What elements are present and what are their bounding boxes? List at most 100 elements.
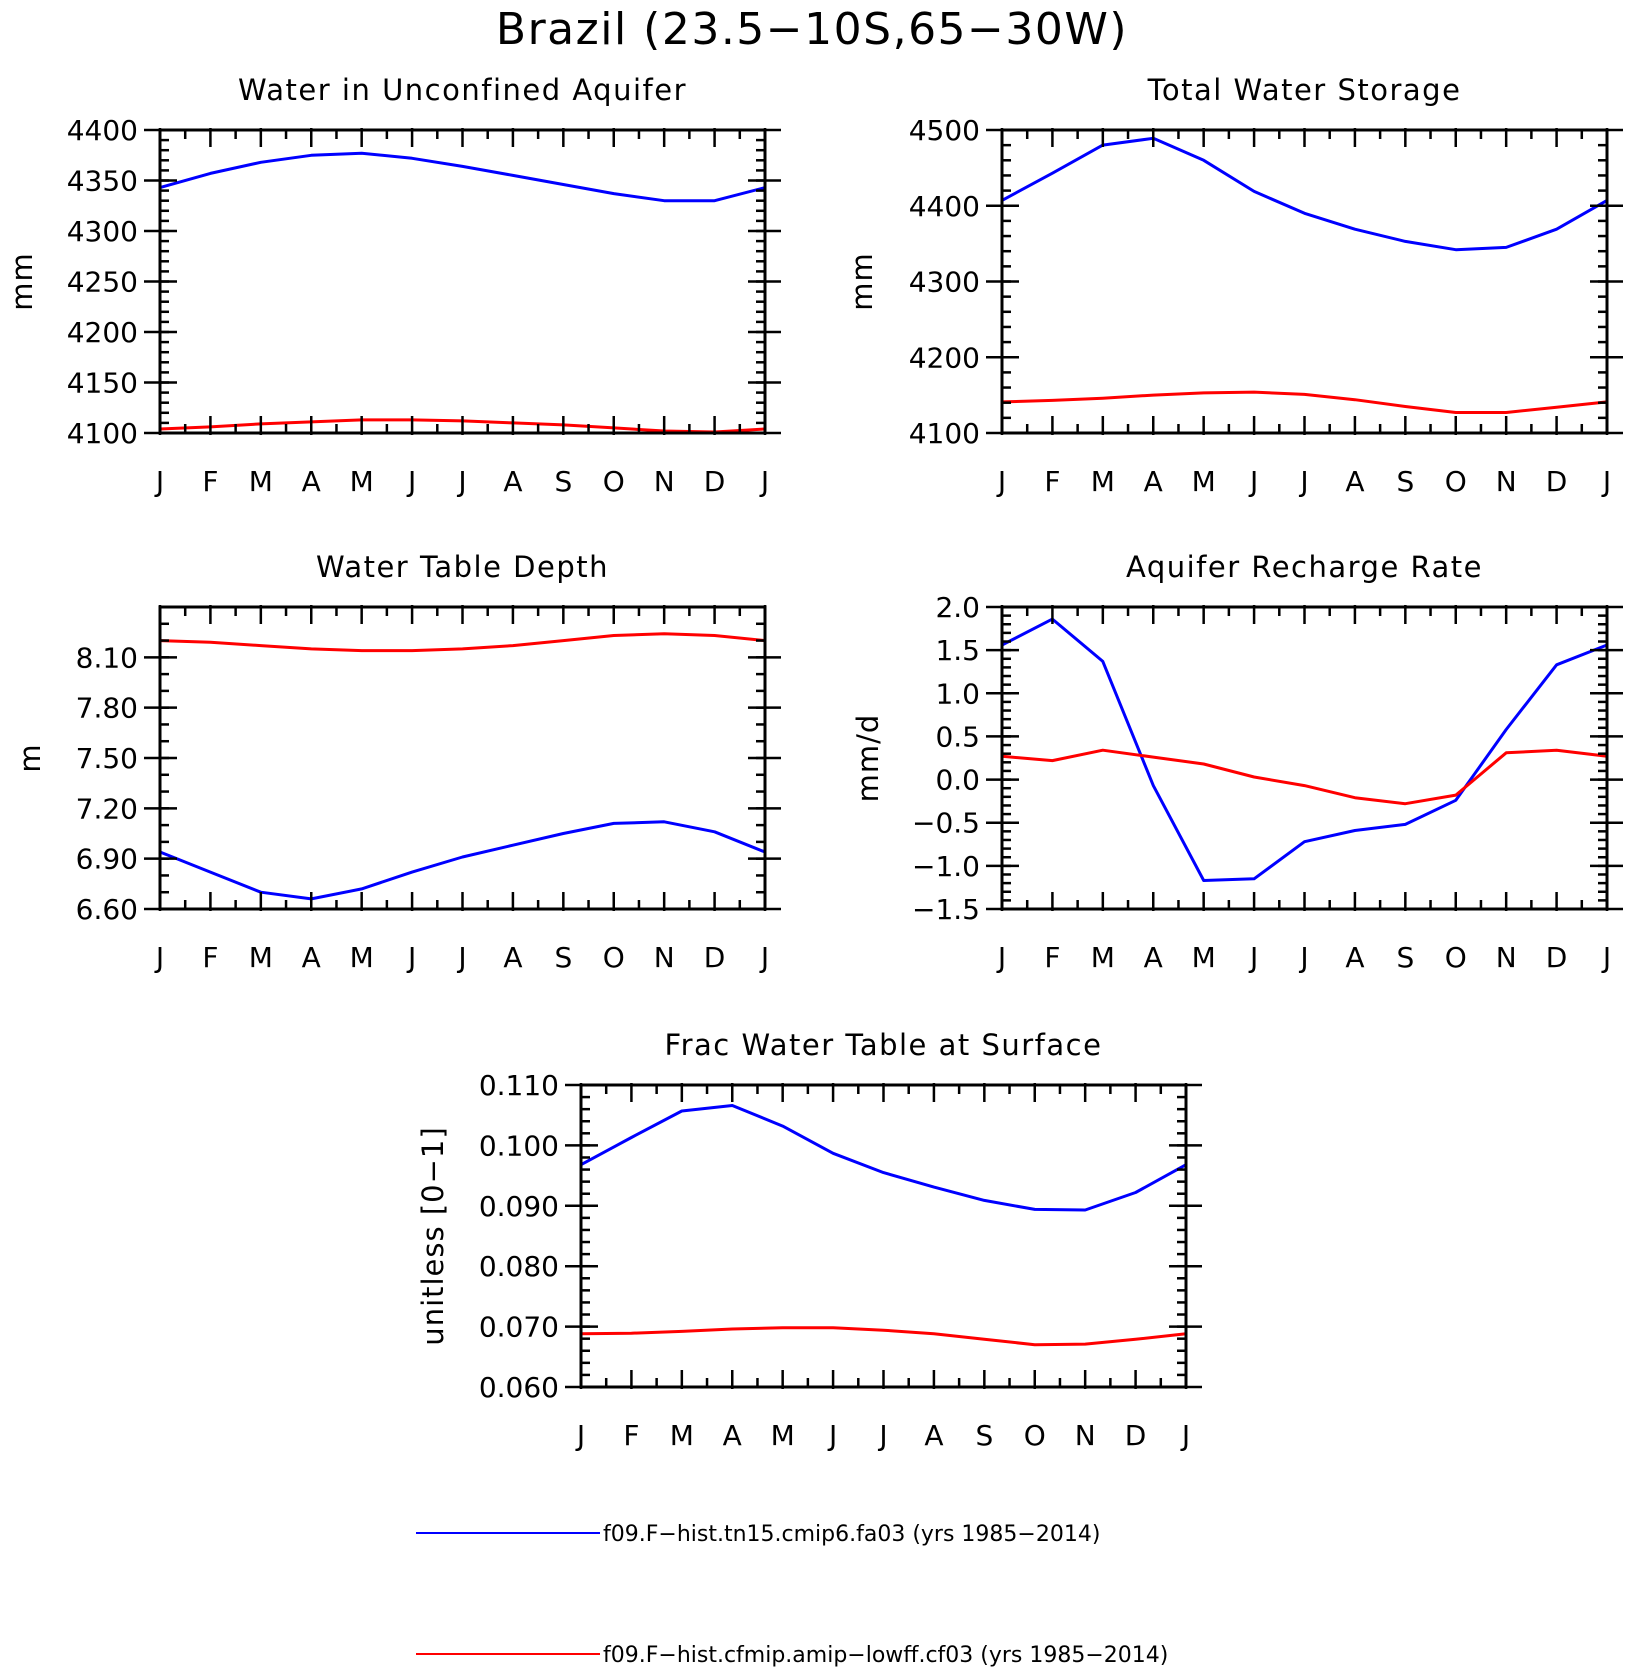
y-tick-label: 0.060 [479, 1371, 559, 1404]
x-tick-label: A [503, 941, 522, 974]
y-tick-label: 4400 [909, 190, 980, 223]
x-tick-label: M [350, 941, 374, 974]
y-tick-label: −1.0 [912, 850, 980, 883]
x-tick-label: M [670, 1419, 694, 1452]
x-tick-label: O [603, 465, 625, 498]
y-tick-label: 1.5 [935, 634, 980, 667]
x-tick-label: J [877, 1419, 887, 1452]
x-tick-label: D [704, 465, 726, 498]
y-tick-label: 0.070 [479, 1311, 559, 1344]
x-tick-label: M [249, 941, 273, 974]
y-axis-label: unitless [0−1] [416, 1126, 450, 1345]
x-tick-label: F [623, 1419, 639, 1452]
y-tick-label: 8.10 [76, 641, 138, 674]
x-tick-label: M [350, 465, 374, 498]
panel-title: Water in Unconfined Aquifer [238, 73, 687, 107]
x-tick-label: J [1601, 465, 1611, 498]
x-tick-label: O [603, 941, 625, 974]
x-tick-label: J [827, 1419, 837, 1452]
x-tick-label: J [456, 941, 466, 974]
panel-title: Aquifer Recharge Rate [1126, 550, 1483, 584]
x-tick-label: M [249, 465, 273, 498]
figure-title: Brazil (23.5−10S,65−30W) [496, 4, 1128, 55]
x-tick-label: S [975, 1419, 993, 1452]
x-tick-label: N [654, 465, 675, 498]
series-line-model-2 [159, 632, 766, 653]
x-tick-label: D [1546, 941, 1568, 974]
series-line-model-1 [580, 1104, 1187, 1212]
x-tick-label: J [456, 465, 466, 498]
y-tick-label: 0.5 [935, 720, 980, 753]
x-tick-label: D [704, 941, 726, 974]
series-line-model-2 [1001, 390, 1608, 414]
x-tick-label: J [1180, 1419, 1190, 1452]
series-line-model-1 [1001, 617, 1608, 882]
y-tick-label: −0.5 [912, 807, 980, 840]
x-tick-label: F [1044, 465, 1060, 498]
panel-title: Total Water Storage [1147, 73, 1462, 107]
x-tick-label: M [771, 1419, 795, 1452]
x-tick-label: A [1144, 465, 1163, 498]
x-tick-label: N [1496, 941, 1517, 974]
x-tick-label: M [1192, 465, 1216, 498]
y-tick-label: 4200 [909, 341, 980, 374]
y-tick-label: 7.50 [76, 742, 138, 775]
x-tick-label: J [996, 941, 1006, 974]
y-tick-label: 6.90 [76, 843, 138, 876]
x-tick-label: J [1601, 941, 1611, 974]
y-tick-label: 4100 [909, 417, 980, 450]
x-tick-label: S [554, 465, 572, 498]
y-tick-label: 0.110 [479, 1069, 559, 1102]
x-tick-label: A [723, 1419, 742, 1452]
y-tick-label: 0.100 [479, 1129, 559, 1162]
y-tick-label: 2.0 [935, 591, 980, 624]
y-axis-label: mm [5, 252, 39, 311]
legend-label-model-2: f09.F−hist.cfmip.amip−lowff.cf03 (yrs 19… [603, 1643, 1168, 1668]
panel-title: Water Table Depth [316, 550, 609, 584]
y-axis-label: mm [845, 252, 879, 311]
y-axis-label: m [13, 743, 47, 772]
legend-label-model-1: f09.F−hist.tn15.cmip6.fa03 (yrs 1985−201… [603, 1522, 1100, 1547]
y-tick-label: 0.0 [935, 764, 980, 797]
y-tick-label: 7.80 [76, 692, 138, 725]
x-tick-label: S [1396, 941, 1414, 974]
x-tick-label: O [1445, 465, 1467, 498]
series-line-model-1 [159, 151, 766, 203]
y-axis-label: mm/d [851, 714, 885, 803]
x-tick-label: A [302, 465, 321, 498]
x-tick-label: J [1248, 465, 1258, 498]
x-tick-label: A [1345, 465, 1364, 498]
y-tick-label: 4200 [67, 316, 138, 349]
y-tick-label: 4400 [67, 114, 138, 147]
y-tick-label: 1.0 [935, 677, 980, 710]
x-tick-label: O [1445, 941, 1467, 974]
x-tick-label: M [1192, 941, 1216, 974]
y-tick-label: 4300 [909, 266, 980, 299]
x-tick-label: F [202, 941, 218, 974]
x-tick-label: J [575, 1419, 585, 1452]
x-tick-label: D [1546, 465, 1568, 498]
x-tick-label: A [503, 465, 522, 498]
x-tick-label: A [1144, 941, 1163, 974]
x-tick-label: M [1091, 465, 1115, 498]
x-tick-label: J [1248, 941, 1258, 974]
x-tick-label: N [654, 941, 675, 974]
y-tick-label: 4300 [67, 215, 138, 248]
x-tick-label: J [996, 465, 1006, 498]
y-tick-label: 7.20 [76, 792, 138, 825]
x-tick-label: J [759, 465, 769, 498]
x-tick-label: J [154, 465, 164, 498]
y-tick-label: 0.080 [479, 1250, 559, 1283]
series-line-model-2 [1001, 748, 1608, 806]
x-tick-label: O [1024, 1419, 1046, 1452]
x-tick-label: J [154, 941, 164, 974]
x-tick-label: F [202, 465, 218, 498]
x-tick-label: F [1044, 941, 1060, 974]
x-tick-label: N [1496, 465, 1517, 498]
